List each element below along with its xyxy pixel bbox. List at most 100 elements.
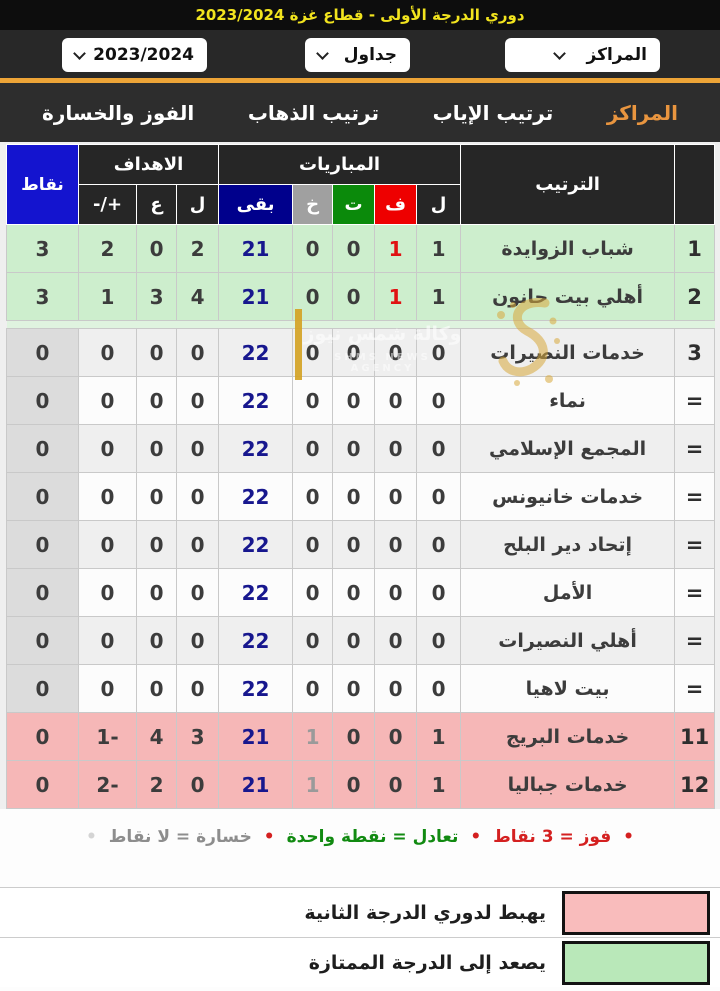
chevron-down-icon bbox=[316, 46, 329, 60]
header-points: نقاط bbox=[6, 144, 79, 225]
tab-bar: المراكز ترتيب الإياب ترتيب الذهاب الفوز … bbox=[0, 83, 720, 142]
cell-played: 0 bbox=[416, 376, 462, 425]
cell-ga: 0 bbox=[136, 224, 178, 273]
cell-gd: 0 bbox=[77, 376, 138, 425]
cell-lost: 0 bbox=[292, 224, 334, 273]
cell-gd: 0 bbox=[77, 520, 138, 569]
cell-points: 0 bbox=[6, 760, 79, 809]
cell-gf: 0 bbox=[176, 616, 220, 665]
accent-divider bbox=[0, 78, 720, 83]
cell-gf: 4 bbox=[176, 272, 220, 321]
cell-ga: 0 bbox=[136, 472, 178, 521]
divider-row bbox=[6, 320, 715, 329]
cell-rank: = bbox=[674, 424, 716, 473]
cell-gf: 3 bbox=[176, 712, 220, 761]
cell-won: 1 bbox=[374, 224, 418, 273]
cell-remaining: 22 bbox=[218, 568, 294, 617]
cell-points: 3 bbox=[6, 224, 79, 273]
cell-remaining: 22 bbox=[218, 472, 294, 521]
cell-remaining: 22 bbox=[218, 424, 294, 473]
bullet: • bbox=[263, 827, 275, 847]
tables-select-value: جداول bbox=[343, 45, 397, 65]
cell-points: 3 bbox=[6, 272, 79, 321]
cell-draw: 0 bbox=[332, 568, 376, 617]
cell-team: خدمات خانيونس bbox=[460, 472, 676, 521]
table-row: = إتحاد دير البلح 0 0 0 0 22 0 0 0 0 bbox=[6, 520, 716, 569]
table-row: 3 خدمات النصيرات 0 0 0 0 22 0 0 0 0 bbox=[6, 328, 716, 377]
table-row: 11 خدمات البريج 1 0 0 1 21 3 4 -1 0 bbox=[6, 712, 716, 761]
cell-played: 0 bbox=[416, 520, 462, 569]
cell-team: خدمات جباليا bbox=[460, 760, 676, 809]
cell-played: 0 bbox=[416, 568, 462, 617]
cell-rank: = bbox=[674, 568, 716, 617]
cell-rank: = bbox=[674, 520, 716, 569]
cell-points: 0 bbox=[6, 520, 79, 569]
season-select[interactable]: 2023/2024 bbox=[62, 38, 207, 72]
cell-rank: = bbox=[674, 616, 716, 665]
cell-points: 0 bbox=[6, 616, 79, 665]
table-row: 2 أهلي بيت حانون 1 1 0 0 21 4 3 1 3 bbox=[6, 272, 716, 321]
cell-lost: 1 bbox=[292, 760, 334, 809]
tab-win-loss[interactable]: الفوز والخسارة bbox=[42, 100, 195, 125]
header-goals-for: ل bbox=[176, 184, 220, 225]
bottom-area: • فوز = 3 نقاط • تعادل = نقطة واحدة • خس… bbox=[0, 809, 720, 991]
cell-draw: 0 bbox=[332, 272, 376, 321]
header-remaining: بقى bbox=[218, 184, 294, 225]
cell-team: أهلي بيت حانون bbox=[460, 272, 676, 321]
standings-table: الترتيب المباريات الاهداف نقاط ل ف ت خ ب… bbox=[6, 144, 716, 809]
tab-standings[interactable]: المراكز bbox=[606, 100, 678, 125]
cell-ga: 0 bbox=[136, 328, 178, 377]
cell-ga: 0 bbox=[136, 376, 178, 425]
table-row: = نماء 0 0 0 0 22 0 0 0 0 bbox=[6, 376, 716, 425]
cell-played: 1 bbox=[416, 760, 462, 809]
cell-played: 1 bbox=[416, 272, 462, 321]
cell-team: بيت لاهيا bbox=[460, 664, 676, 713]
table-row: 12 خدمات جباليا 1 0 0 1 21 0 2 -2 0 bbox=[6, 760, 716, 809]
header-won: ف bbox=[374, 184, 418, 225]
cell-remaining: 22 bbox=[218, 328, 294, 377]
bullet: • bbox=[623, 827, 635, 847]
standings-select-value: المراكز bbox=[586, 45, 647, 65]
header-played: ل bbox=[416, 184, 462, 225]
header-matches-group: المباريات bbox=[218, 144, 462, 185]
cell-remaining: 22 bbox=[218, 520, 294, 569]
cell-ga: 2 bbox=[136, 760, 178, 809]
standings-table-wrap: الترتيب المباريات الاهداف نقاط ل ف ت خ ب… bbox=[0, 142, 720, 809]
standings-select[interactable]: المراكز bbox=[505, 38, 660, 72]
cell-draw: 0 bbox=[332, 712, 376, 761]
cell-lost: 0 bbox=[292, 472, 334, 521]
cell-gf: 0 bbox=[176, 376, 220, 425]
cell-ga: 3 bbox=[136, 272, 178, 321]
cell-gf: 0 bbox=[176, 328, 220, 377]
tab-first-leg[interactable]: ترتيب الذهاب bbox=[247, 100, 379, 125]
table-row: = الأمل 0 0 0 0 22 0 0 0 0 bbox=[6, 568, 716, 617]
cell-points: 0 bbox=[6, 664, 79, 713]
cell-won: 0 bbox=[374, 328, 418, 377]
header-draw: ت bbox=[332, 184, 376, 225]
cell-gf: 0 bbox=[176, 472, 220, 521]
cell-team: شباب الزوايدة bbox=[460, 224, 676, 273]
cell-lost: 0 bbox=[292, 424, 334, 473]
table-row: = خدمات خانيونس 0 0 0 0 22 0 0 0 0 bbox=[6, 472, 716, 521]
cell-rank: 1 bbox=[674, 224, 716, 273]
header-goals-group: الاهداف bbox=[77, 144, 220, 185]
cell-gd: 2 bbox=[77, 224, 138, 273]
color-key-row: يهبط لدوري الدرجة الثانية bbox=[0, 887, 720, 937]
cell-played: 1 bbox=[416, 712, 462, 761]
cell-gf: 0 bbox=[176, 424, 220, 473]
cell-draw: 0 bbox=[332, 328, 376, 377]
bullet: • bbox=[470, 827, 482, 847]
chevron-down-icon bbox=[553, 46, 566, 60]
tab-second-leg[interactable]: ترتيب الإياب bbox=[432, 100, 554, 125]
cell-lost: 0 bbox=[292, 616, 334, 665]
tables-select[interactable]: جداول bbox=[305, 38, 410, 72]
cell-team: أهلي النصيرات bbox=[460, 616, 676, 665]
legend-loss: خسارة = لا نقاط bbox=[108, 827, 252, 847]
cell-won: 0 bbox=[374, 760, 418, 809]
cell-remaining: 21 bbox=[218, 224, 294, 273]
cell-ga: 0 bbox=[136, 568, 178, 617]
color-key-label: يهبط لدوري الدرجة الثانية bbox=[304, 901, 546, 924]
cell-won: 1 bbox=[374, 272, 418, 321]
cell-team: خدمات البريج bbox=[460, 712, 676, 761]
cell-gf: 0 bbox=[176, 760, 220, 809]
